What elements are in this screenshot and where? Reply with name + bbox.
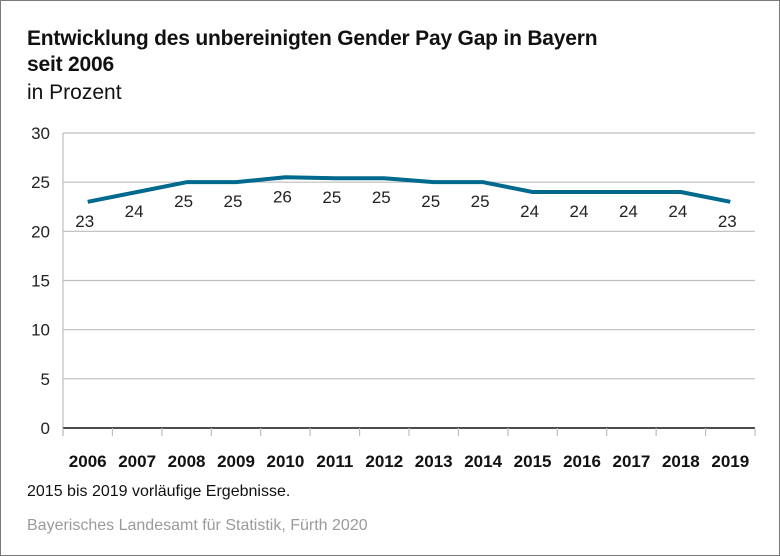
x-tick-label: 2010 <box>267 452 305 471</box>
y-tick-label: 25 <box>31 173 50 192</box>
data-labels: 23 24 25 25 26 25 25 25 25 24 24 24 24 23 <box>75 187 736 231</box>
x-tick-label: 2016 <box>563 452 601 471</box>
data-label: 25 <box>322 188 341 207</box>
y-tick-label: 10 <box>31 321 50 340</box>
series-line-group <box>87 175 731 204</box>
footnote: 2015 bis 2019 vorläufige Ergebnisse. <box>27 483 291 500</box>
data-label: 26 <box>273 187 292 206</box>
y-axis-ticks: 0 5 10 15 20 25 30 <box>31 124 50 438</box>
y-tick-label: 15 <box>31 272 50 291</box>
y-tick-label: 30 <box>31 124 50 143</box>
y-tick-label: 0 <box>41 419 50 438</box>
data-label: 25 <box>174 192 193 211</box>
data-label: 23 <box>718 212 737 231</box>
x-tick-label: 2019 <box>711 452 749 471</box>
x-tick-label: 2009 <box>217 452 255 471</box>
x-axis: 2006 2007 2008 2009 2010 2011 2012 2013 2014 2015… <box>62 427 756 471</box>
chart-title-line-2: seit 2006 <box>27 53 114 76</box>
x-tick-label: 2015 <box>514 452 552 471</box>
y-tick-label: 5 <box>41 370 50 389</box>
x-tick-label: 2018 <box>662 452 700 471</box>
data-label: 23 <box>75 212 94 231</box>
chart-title-line-1: Entwicklung des unbereinigten Gender Pay… <box>27 27 598 50</box>
y-tick-label: 20 <box>31 222 50 241</box>
data-label: 24 <box>520 202 539 221</box>
x-tick-label: 2008 <box>168 452 206 471</box>
x-tick-label: 2011 <box>316 452 353 471</box>
data-label: 24 <box>125 202 144 221</box>
source-credit: Bayerisches Landesamt für Statistik, Für… <box>27 517 368 534</box>
x-tick-label: 2012 <box>365 452 403 471</box>
data-label: 25 <box>471 192 490 211</box>
x-tick-label: 2007 <box>118 452 156 471</box>
x-tick-label: 2013 <box>415 452 453 471</box>
data-label: 25 <box>421 192 440 211</box>
data-label: 25 <box>224 192 243 211</box>
x-tick-label: 2017 <box>613 452 651 471</box>
series-line <box>87 175 731 204</box>
x-tick-label: 2006 <box>69 452 107 471</box>
chart-title: Entwicklung des unbereinigten Gender Pay… <box>27 26 598 78</box>
data-label: 24 <box>570 202 589 221</box>
x-tick-label: 2014 <box>464 452 502 471</box>
chart-subtitle: in Prozent <box>27 81 122 104</box>
data-label: 25 <box>372 188 391 207</box>
data-label: 24 <box>668 202 687 221</box>
data-label: 24 <box>619 202 638 221</box>
